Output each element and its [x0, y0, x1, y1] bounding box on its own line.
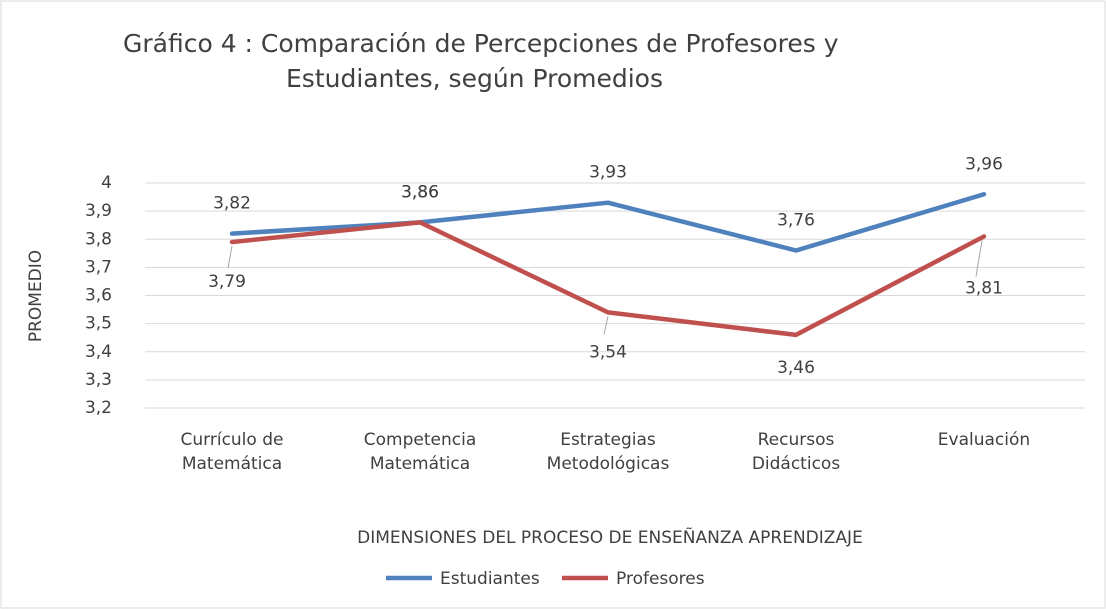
- y-tick-label: 3,7: [85, 257, 112, 277]
- y-tick-label: 3,9: [85, 201, 112, 221]
- y-tick-label: 3,5: [85, 314, 112, 334]
- chart-title: Estudiantes, según Promedios: [286, 64, 663, 93]
- y-tick-label: 3,4: [85, 342, 112, 362]
- y-tick-label: 3,2: [85, 398, 112, 418]
- x-tick-label-line: Metodológicas: [547, 454, 670, 474]
- leader-line: [975, 240, 983, 277]
- data-label: 3,86: [401, 182, 439, 202]
- data-label: 3,82: [213, 194, 251, 214]
- x-tick-label-line: Matemática: [182, 454, 282, 474]
- data-label: 3,79: [208, 272, 246, 292]
- leader-line: [227, 245, 233, 269]
- data-label: 3,93: [589, 163, 627, 183]
- series-line: [229, 220, 987, 338]
- leader-line: [603, 316, 609, 335]
- chart-title: Gráfico 4 : Comparación de Percepciones …: [123, 29, 839, 58]
- data-label: 3,86: [401, 182, 439, 202]
- x-tick-label-line: Currículo de: [181, 430, 284, 450]
- y-tick-label: 3,8: [85, 229, 112, 249]
- series-line: [229, 192, 987, 253]
- x-tick-label-line: Matemática: [370, 454, 470, 474]
- x-tick-label-line: Estrategias: [560, 430, 656, 450]
- y-tick-label: 3,6: [85, 286, 112, 306]
- y-tick-label: 3,3: [85, 370, 112, 390]
- y-axis-label: PROMEDIO: [26, 250, 46, 342]
- y-tick-label: 4: [101, 173, 112, 193]
- x-axis-label: DIMENSIONES DEL PROCESO DE ENSEÑANZA APR…: [357, 526, 863, 548]
- legend-label: Estudiantes: [440, 569, 540, 589]
- x-tick-label: Recursos Didácticos: [752, 430, 841, 474]
- data-label: 3,76: [777, 211, 815, 231]
- x-tick-label: Evaluación: [938, 430, 1030, 450]
- data-label: 3,81: [965, 278, 1003, 298]
- legend-label: Profesores: [616, 569, 705, 589]
- x-tick-label-line: Didácticos: [752, 454, 841, 474]
- x-tick-label: Competencia Matemática: [364, 430, 476, 474]
- x-tick-label-line: Competencia: [364, 430, 476, 450]
- data-label: 3,46: [777, 358, 815, 378]
- x-tick-label: Estrategias Metodológicas: [547, 430, 670, 474]
- data-label: 3,54: [589, 342, 627, 362]
- x-tick-label: Currículo de Matemática: [181, 430, 284, 474]
- x-tick-label-line: Evaluación: [938, 430, 1030, 450]
- x-tick-label-line: Recursos: [758, 430, 835, 450]
- data-label: 3,96: [965, 154, 1003, 174]
